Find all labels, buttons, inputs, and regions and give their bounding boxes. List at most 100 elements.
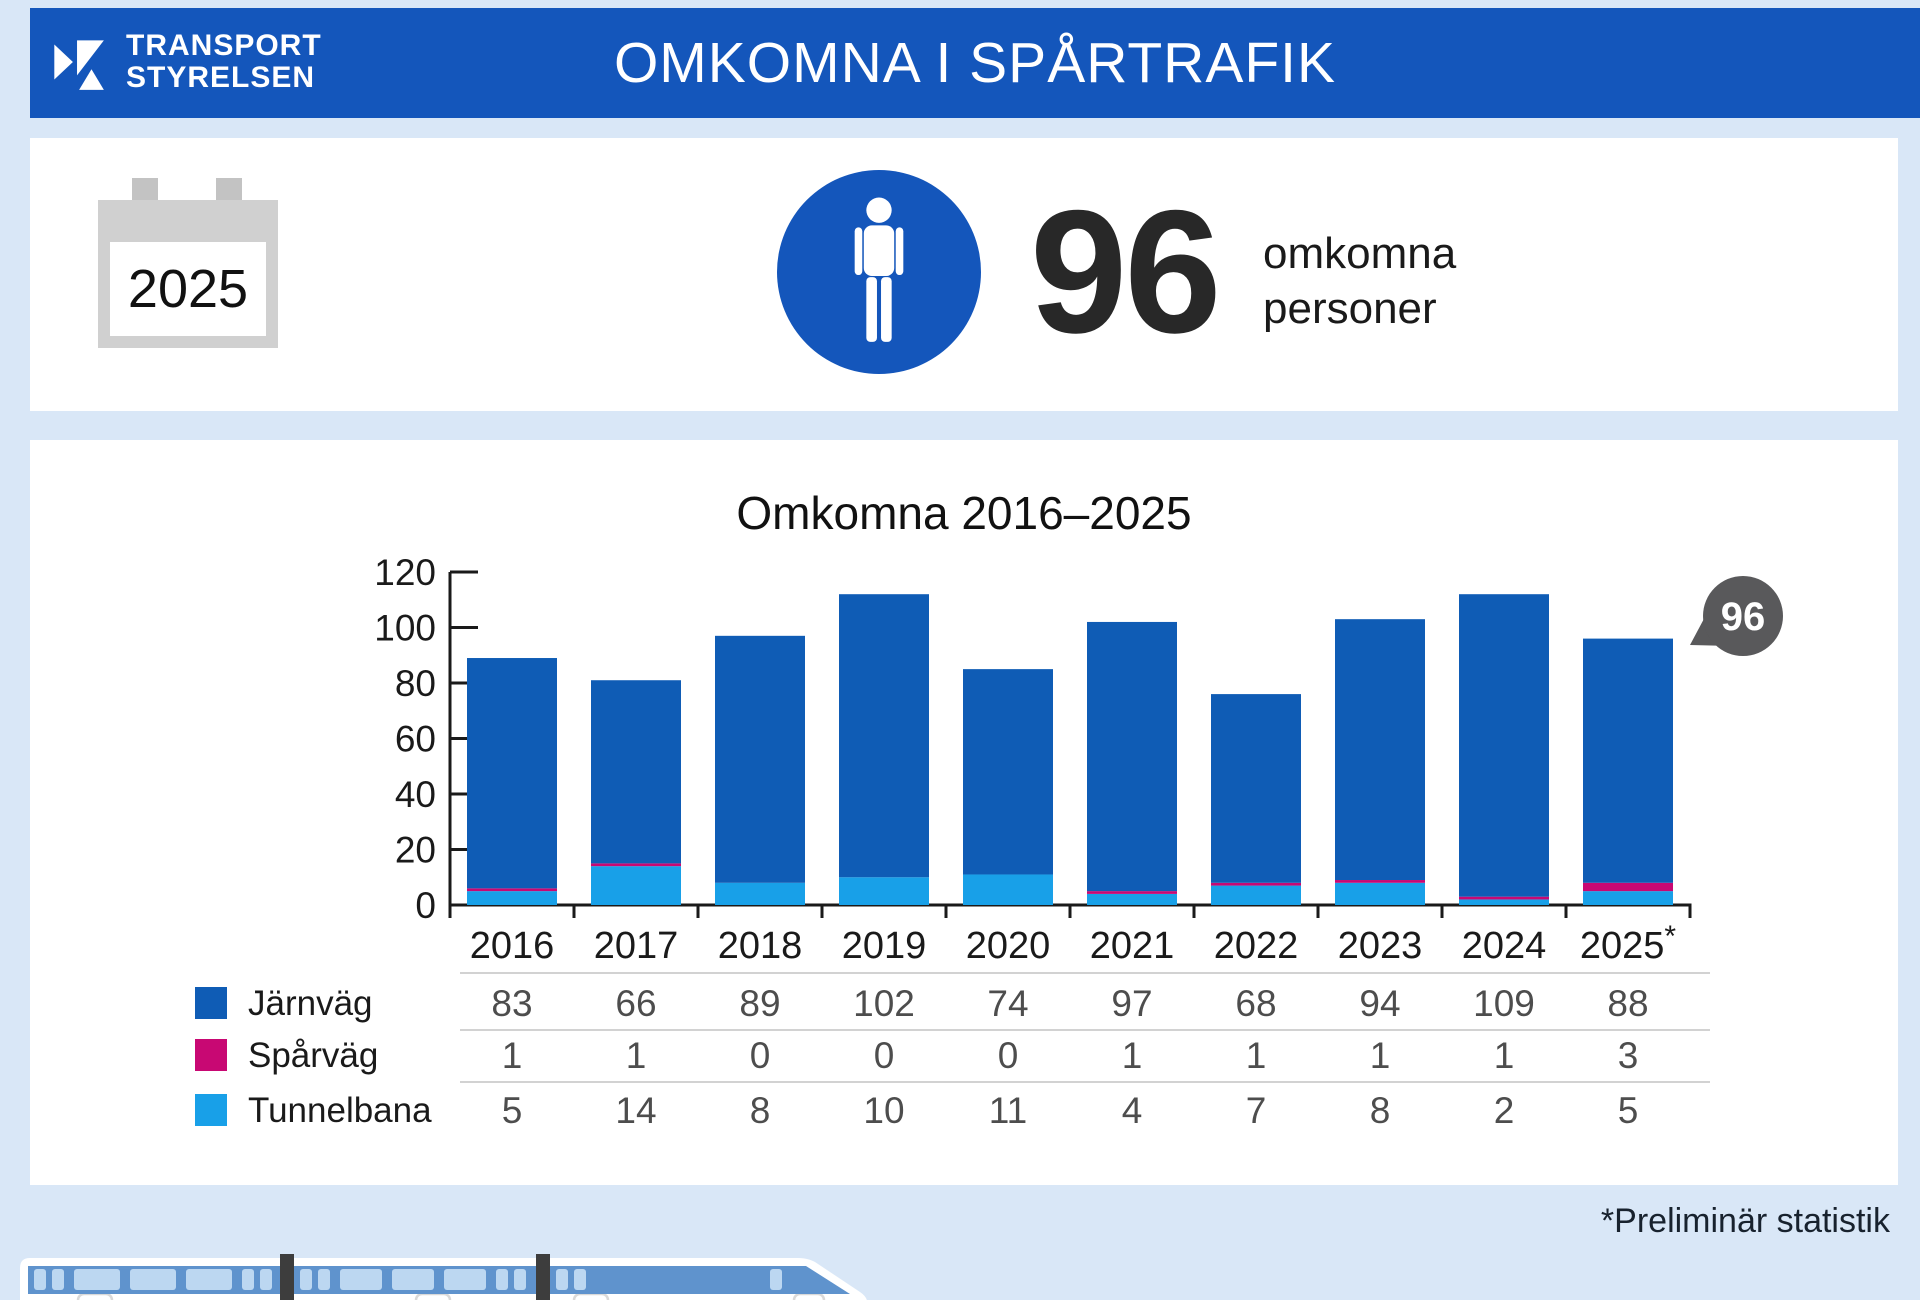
train-coupler [280, 1254, 294, 1300]
table-value-tunnelbana: 8 [1370, 1090, 1391, 1131]
bar-segment-jarnvag [591, 680, 681, 864]
x-axis-tick [572, 905, 576, 918]
table-value-jarnvag: 89 [739, 983, 780, 1024]
table-value-sparvag: 1 [1370, 1035, 1391, 1076]
brand-line2: STYRELSEN [126, 61, 316, 94]
y-axis-label: 0 [415, 885, 436, 926]
bar-segment-jarnvag [1087, 621, 1177, 892]
legend-swatch-sparvag [195, 1039, 227, 1071]
bar-segment-sparvag [1335, 880, 1425, 883]
brand: TRANSPORT STYRELSEN [44, 30, 322, 94]
table-value-tunnelbana: 10 [863, 1090, 904, 1131]
table-value-sparvag: 1 [626, 1035, 647, 1076]
bar-segment-tunnelbana [1211, 885, 1301, 905]
y-axis-label: 120 [374, 552, 436, 593]
x-axis-year-label: 2020 [966, 925, 1051, 967]
table-value-jarnvag: 74 [987, 983, 1028, 1024]
y-axis-tick [450, 792, 478, 796]
table-value-jarnvag: 94 [1359, 983, 1400, 1024]
chart-title: Omkomna 2016–2025 [736, 487, 1192, 539]
fatalities-label-line2: personer [1263, 284, 1437, 333]
table-value-jarnvag: 109 [1473, 983, 1535, 1024]
y-axis-tick [450, 570, 478, 574]
train-window-band [28, 1266, 850, 1294]
x-axis-tick [1192, 905, 1196, 918]
bar-segment-tunnelbana [1087, 893, 1177, 905]
bar-segment-tunnelbana [467, 891, 557, 905]
legend-swatch-tunnelbana [195, 1094, 227, 1126]
brand-text: TRANSPORT STYRELSEN [126, 30, 322, 94]
x-axis-year-label: 2025* [1580, 920, 1677, 967]
bar-segment-jarnvag [1583, 638, 1673, 883]
calendar-year: 2025 [127, 259, 249, 319]
table-value-sparvag: 0 [750, 1035, 771, 1076]
page-title: OMKOMNA I SPÅRTRAFIK [613, 31, 1337, 95]
table-value-tunnelbana: 14 [615, 1090, 656, 1131]
table-value-tunnelbana: 4 [1122, 1090, 1143, 1131]
x-axis-year-label: 2023 [1338, 925, 1423, 967]
calendar-icon: 2025 [98, 178, 278, 348]
legend-label-jarnvag: Järnväg [248, 984, 373, 1023]
footnote: *Preliminär statistik [1600, 1202, 1890, 1240]
annotation-bubble-text: 96 [1721, 595, 1766, 639]
bar-segment-jarnvag [715, 635, 805, 883]
person-icon [777, 170, 981, 374]
y-axis-tick [450, 681, 478, 685]
bar-segment-sparvag [591, 863, 681, 867]
table-value-sparvag: 1 [1246, 1035, 1267, 1076]
bar-segment-tunnelbana [1459, 899, 1549, 905]
y-axis-label: 80 [395, 663, 436, 704]
y-axis-tick [450, 626, 478, 629]
table-value-tunnelbana: 5 [1618, 1090, 1639, 1131]
bar-segment-tunnelbana [715, 882, 805, 905]
bar-segment-sparvag [1211, 882, 1301, 886]
x-axis-year-label: 2024 [1462, 925, 1547, 967]
legend-label-tunnelbana: Tunnelbana [248, 1091, 432, 1130]
table-value-jarnvag: 83 [491, 983, 532, 1024]
bar-segment-sparvag [1583, 882, 1673, 892]
table-value-tunnelbana: 2 [1494, 1090, 1515, 1131]
x-axis-tick [820, 905, 824, 918]
header-bar: TRANSPORT STYRELSEN OMKOMNA I SPÅRTRAFIK [30, 8, 1920, 118]
brand-line1: TRANSPORT [126, 29, 322, 62]
y-axis-label: 40 [395, 774, 436, 815]
summary-panel: 2025 96 omkomna personer [30, 138, 1898, 411]
table-value-jarnvag: 102 [853, 983, 915, 1024]
table-value-sparvag: 3 [1618, 1035, 1639, 1076]
table-value-tunnelbana: 5 [502, 1090, 523, 1131]
x-axis-year-label: 2022 [1214, 925, 1299, 967]
bar-segment-tunnelbana [1335, 882, 1425, 905]
fatalities-label-line1: omkomna [1263, 229, 1457, 278]
train-illustration [20, 1254, 867, 1300]
table-separator-line [460, 1081, 1710, 1083]
x-axis-tick [448, 905, 452, 918]
legend-label-sparvag: Spårväg [248, 1036, 378, 1075]
bar-segment-tunnelbana [591, 866, 681, 905]
train-windows [34, 1269, 782, 1290]
table-value-tunnelbana: 7 [1246, 1090, 1267, 1131]
bar-segment-jarnvag [467, 658, 557, 889]
x-axis-tick [944, 905, 948, 918]
x-axis-tick [696, 905, 700, 918]
legend-swatch-jarnvag [195, 987, 227, 1019]
y-axis-tick [450, 737, 478, 740]
y-axis-label: 100 [374, 608, 436, 649]
table-value-tunnelbana: 8 [750, 1090, 771, 1131]
bar-segment-sparvag [1459, 896, 1549, 900]
x-axis-tick [1316, 905, 1320, 918]
bar-segment-jarnvag [839, 594, 929, 878]
table-value-sparvag: 1 [1494, 1035, 1515, 1076]
bar-segment-jarnvag [1335, 619, 1425, 881]
x-axis-year-label: 2018 [718, 925, 803, 967]
table-value-jarnvag: 66 [615, 983, 656, 1024]
train-coupler [536, 1254, 550, 1300]
y-axis-tick [450, 848, 478, 851]
table-value-sparvag: 0 [874, 1035, 895, 1076]
y-axis-label: 20 [395, 830, 436, 871]
table-value-sparvag: 1 [502, 1035, 523, 1076]
x-axis-year-label: 2021 [1090, 925, 1175, 967]
bar-segment-jarnvag [963, 669, 1053, 875]
chart-panel: Omkomna 2016–2025 0 20 40 60 80 100 120 2016 83 1… [30, 440, 1898, 1185]
table-separator-line [460, 1029, 1710, 1031]
y-axis-label: 60 [395, 719, 436, 760]
